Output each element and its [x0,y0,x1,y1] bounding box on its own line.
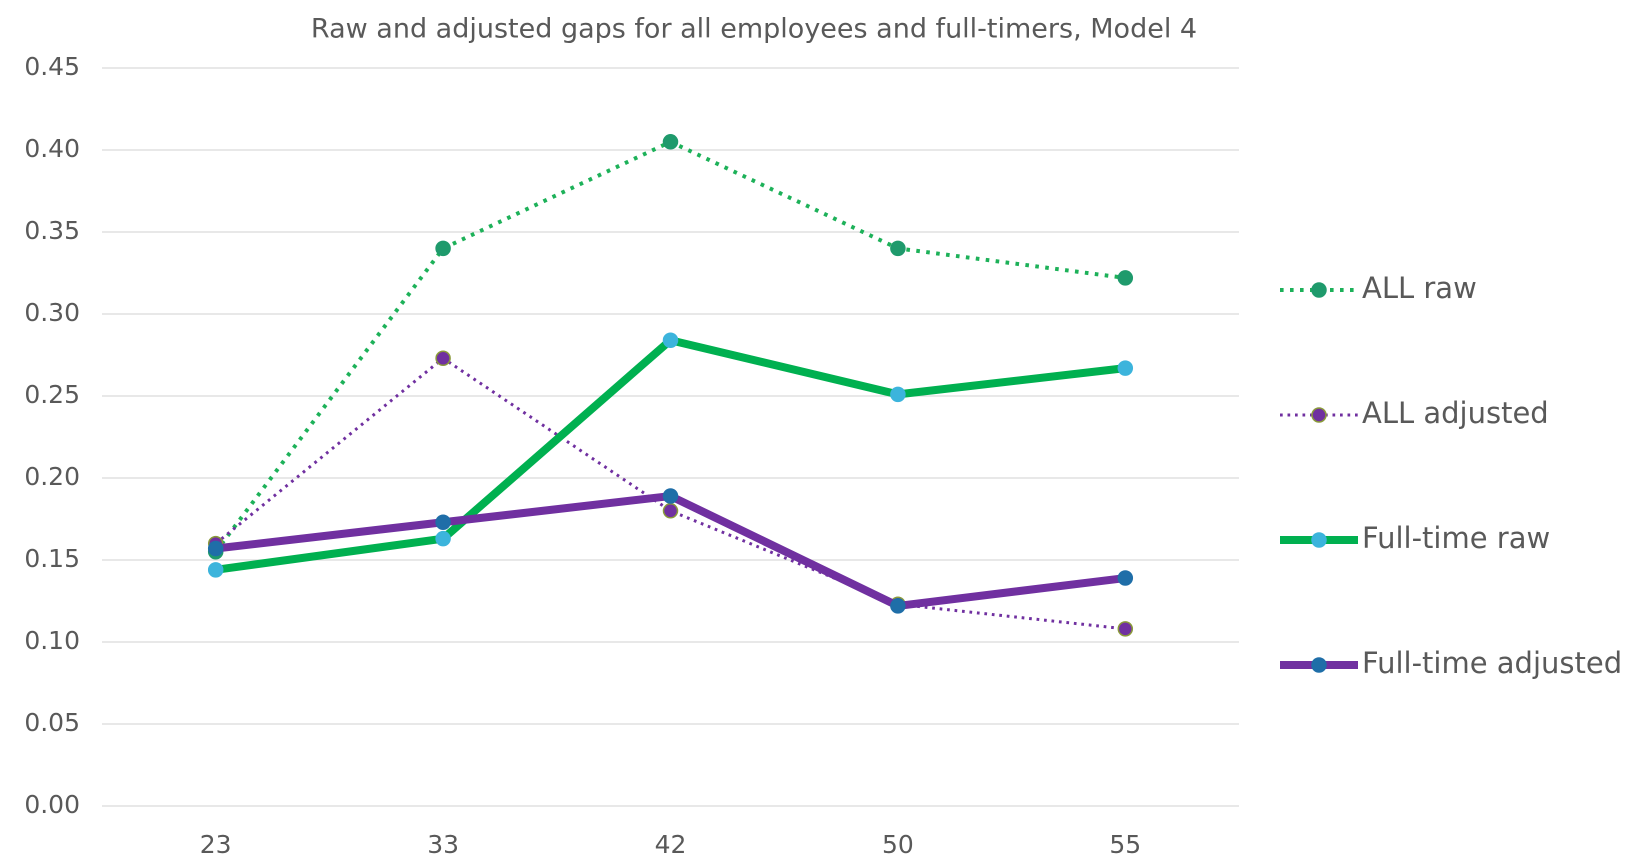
y-tick-label: 0.15 [24,544,80,573]
y-tick-label: 0.20 [24,462,80,491]
series-marker [662,488,679,504]
legend-marker [1311,282,1327,298]
series-marker [435,514,451,531]
series-marker [1117,570,1134,586]
x-tick-label: 55 [1109,830,1141,857]
series-marker [662,332,679,348]
series-marker [207,562,224,578]
series-marker [1117,621,1134,637]
series-line [214,356,1126,631]
y-tick-label: 0.30 [24,298,80,327]
series-marker [435,240,451,257]
legend-label: Full-time adjusted [1362,646,1622,680]
y-tick-label: 0.05 [24,708,80,737]
series-marker [890,240,906,257]
series-marker [1117,270,1134,286]
y-tick-label: 0.40 [24,134,80,163]
series-marker [1117,360,1134,376]
y-tick-label: 0.25 [24,380,80,409]
x-tick-label: 33 [427,830,459,857]
series-marker [435,530,451,547]
x-tick-label: 23 [200,830,232,857]
y-tick-label: 0.10 [24,626,80,655]
legend-label: ALL adjusted [1362,396,1549,430]
y-tick-label: 0.45 [24,52,80,81]
y-tick-label: 0.00 [24,790,80,819]
legend-marker [1311,532,1327,548]
legend-label: ALL raw [1362,271,1477,305]
series-marker [662,134,679,150]
series-marker [890,386,906,403]
legend-marker [1311,407,1327,423]
series-marker [662,503,679,519]
chart-title: Raw and adjusted gaps for all employees … [311,14,1197,45]
legend-marker [1311,657,1327,673]
y-tick-label: 0.35 [24,216,80,245]
x-tick-label: 42 [655,830,687,857]
x-tick-label: 50 [882,830,914,857]
series-marker [435,350,451,367]
series-marker [207,540,224,557]
legend-label: Full-time raw [1362,521,1550,555]
series-marker [890,598,906,614]
